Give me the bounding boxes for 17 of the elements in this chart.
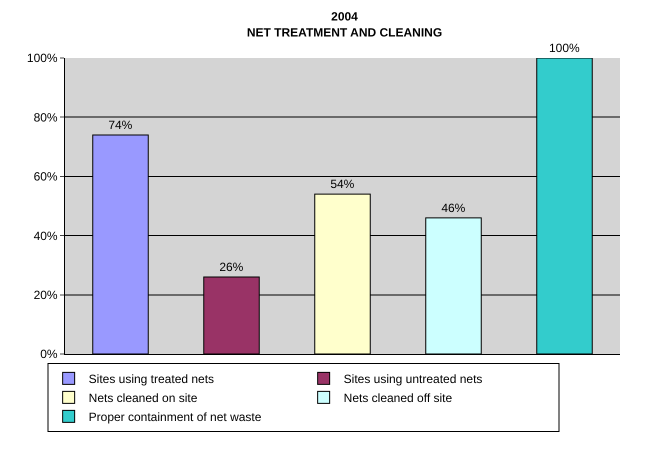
chart-title: 2004 NET TREATMENT AND CLEANING xyxy=(246,10,442,40)
legend-label: Nets cleaned on site xyxy=(88,391,198,406)
data-label: 54% xyxy=(330,177,355,192)
legend-label: Nets cleaned off site xyxy=(344,391,452,406)
legend-label: Sites using untreated nets xyxy=(344,372,482,386)
data-label: 26% xyxy=(219,260,244,274)
y-tick-label: 80% xyxy=(34,110,58,124)
data-label: 46% xyxy=(441,200,466,215)
data-label: 74% xyxy=(108,118,133,132)
y-tick-label: 20% xyxy=(34,288,58,302)
y-tick-label: 40% xyxy=(34,228,58,243)
legend-label: Sites using treated nets xyxy=(88,372,214,386)
y-tick-label: 100% xyxy=(26,51,58,66)
data-label: 100% xyxy=(548,41,580,55)
y-tick-label: 0% xyxy=(40,347,58,362)
y-tick-label: 60% xyxy=(34,170,58,184)
legend-label: Proper containment of net waste xyxy=(88,410,262,424)
